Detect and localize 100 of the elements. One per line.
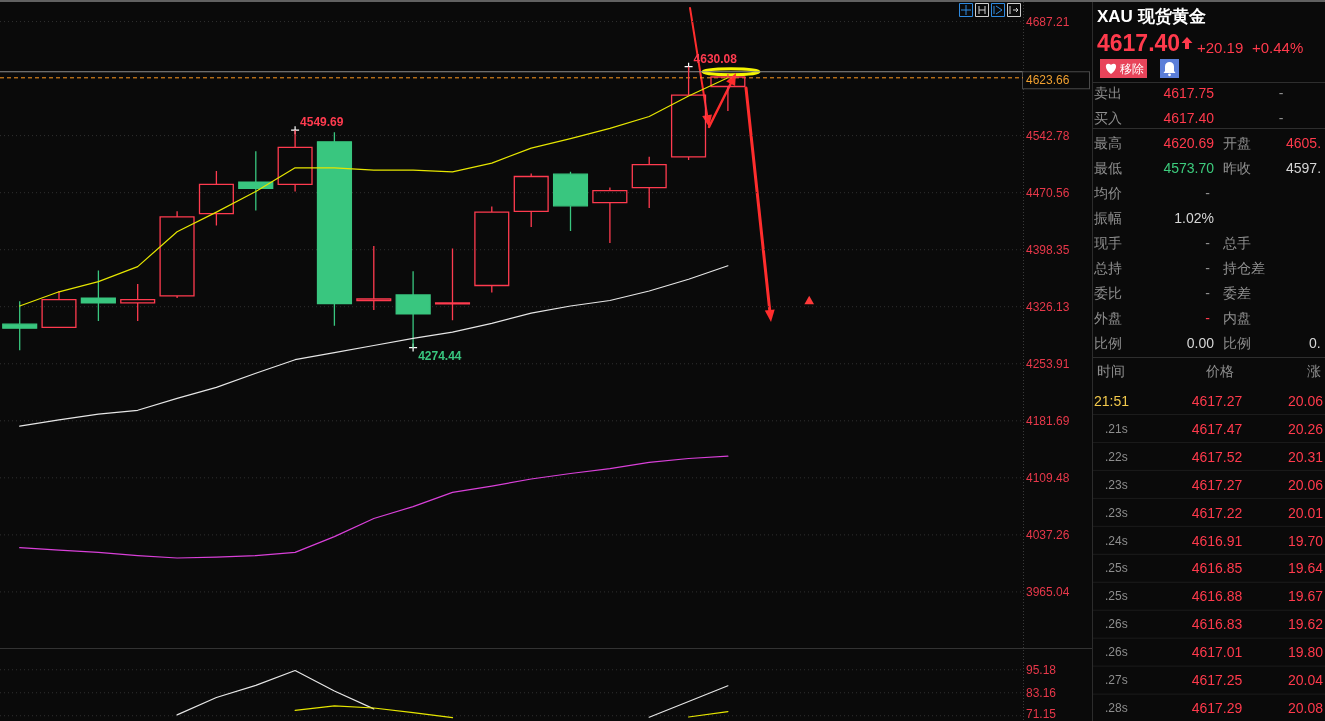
text: 总持 [1093,260,1122,276]
text: 21:51 [1094,392,1130,409]
text: - [1205,285,1211,301]
text: 4617.27 [1191,392,1243,409]
candlestick [238,150,274,212]
y-tick-label: 4037.26 [1026,527,1070,542]
text: - [1205,235,1211,251]
text: 4617.01 [1191,644,1243,661]
text: 20.04 [1287,672,1324,689]
candlestick [474,205,510,294]
text: 20.31 [1287,448,1324,465]
text: .26s [1105,617,1128,632]
text: - [1278,110,1284,126]
text: 最高 [1094,135,1122,151]
text: 4617.40 [1163,110,1215,126]
candlestick [198,170,234,227]
text: 4617.27 [1191,476,1243,493]
ref-line-label: 4623.66 [1026,73,1070,88]
text: 4616.83 [1191,616,1243,633]
text: 卖出 [1094,85,1122,101]
text: 4617.40 [1097,30,1181,56]
text: +0.44% [1252,38,1304,56]
candlestick [120,283,156,322]
text: .25s [1105,589,1128,604]
text: 持仓差 [1223,260,1265,276]
candlestick [2,300,38,351]
y-tick-label: 4687.21 [1026,14,1070,29]
text: 4617.52 [1191,448,1243,465]
annotation: 4274.44 [418,348,462,363]
text: - [1278,85,1284,101]
text: 4617.22 [1191,504,1243,521]
text: 现手 [1094,235,1122,251]
y-tick-label: 71.15 [1026,707,1057,721]
y-tick-label: 4326.13 [1026,299,1070,314]
text: .26s [1105,645,1128,660]
text: 内盘 [1223,310,1251,326]
text: .28s [1105,701,1128,716]
text: 委差 [1223,285,1251,301]
text: 4616.85 [1191,560,1243,577]
text: 4616.88 [1191,588,1243,605]
text: 移除 [1120,61,1144,76]
text: .23s [1105,505,1128,520]
candlestick [434,247,471,321]
candlestick [552,171,589,232]
text: 20.08 [1287,700,1324,717]
text: 19.67 [1287,588,1324,605]
text: 4616.91 [1191,532,1243,549]
text: .24s [1105,533,1128,548]
text: 涨 [1307,363,1321,379]
text: 19.80 [1287,644,1324,661]
candlestick [356,245,392,311]
line-series [19,265,729,427]
y-tick-label: 4542.78 [1026,128,1070,143]
text: - [1205,260,1211,276]
text: +20.19 [1197,38,1244,56]
text: .22s [1105,449,1128,464]
text: - [1205,310,1211,326]
text: 昨收 [1223,160,1251,176]
text: 0. [1309,335,1321,351]
text: 4617.47 [1191,420,1243,437]
text: 20.06 [1287,392,1324,409]
y-tick-label: 4181.69 [1026,413,1070,428]
text: 委比 [1094,285,1122,301]
candlestick [513,172,549,228]
annotation: 4549.69 [300,115,344,130]
candlestick [159,210,195,299]
text: .23s [1105,477,1128,492]
candlestick [41,290,77,329]
candlestick [316,131,353,327]
text: .25s [1105,561,1128,576]
text: .27s [1105,673,1128,688]
text: 4617.29 [1191,700,1243,717]
line-series [19,455,729,559]
text: - [1205,185,1211,201]
text: 买入 [1094,110,1122,126]
text: 20.06 [1287,476,1324,493]
text: 0.00 [1186,335,1215,351]
candlestick [592,186,628,244]
y-tick-label: 95.18 [1026,662,1057,677]
text: 4597. [1286,160,1322,176]
y-tick-label: 4109.48 [1026,470,1070,485]
text: 19.64 [1287,560,1324,577]
text: 开盘 [1223,135,1251,151]
text: 总手 [1222,235,1251,251]
text: 价格 [1205,363,1234,379]
y-tick-label: 4470.56 [1026,185,1070,200]
text: 4617.75 [1163,85,1215,101]
text: 最低 [1094,160,1122,176]
text: 比例 [1094,335,1122,351]
y-tick-label: 3965.04 [1026,584,1070,599]
text: 1.02% [1174,210,1214,226]
text: 比例 [1223,335,1251,351]
text: 19.70 [1287,532,1324,549]
text: 20.01 [1287,504,1324,521]
candlestick [631,156,667,209]
y-tick-label: 83.16 [1026,685,1057,700]
text: 4617.25 [1191,672,1243,689]
text: XAU 现货黄金 [1097,6,1206,26]
text: .21s [1105,421,1128,436]
candlestick [80,269,116,322]
